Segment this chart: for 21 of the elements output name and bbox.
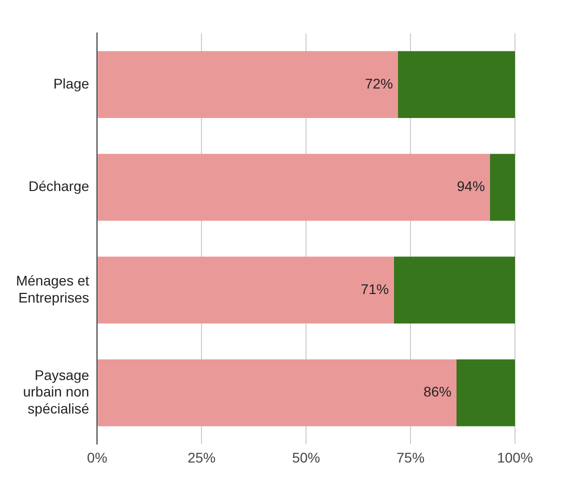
x-tick-label: 100% (497, 449, 533, 466)
bar (98, 51, 398, 118)
data-label: 71% (360, 280, 389, 297)
x-tick-label: 50% (292, 449, 320, 466)
x-tick-label: 0% (87, 449, 108, 466)
bar (490, 154, 515, 221)
data-label: 94% (456, 178, 485, 194)
data-label: 72% (364, 75, 394, 92)
bar (456, 359, 515, 426)
bar (398, 51, 515, 118)
y-tick-label: Paysage urbain non spécialisé (22, 366, 90, 416)
y-tick-label: Ménages et Entreprises (16, 272, 90, 306)
y-tick-label: Plage (53, 75, 90, 92)
y-tick-label: Décharge (28, 178, 90, 194)
x-tick-label: 75% (396, 449, 425, 466)
bar (394, 256, 515, 324)
bar (98, 154, 490, 221)
x-tick-label: 25% (188, 449, 216, 466)
data-label: 86% (423, 384, 452, 400)
bar (98, 256, 394, 324)
bar (98, 359, 456, 426)
